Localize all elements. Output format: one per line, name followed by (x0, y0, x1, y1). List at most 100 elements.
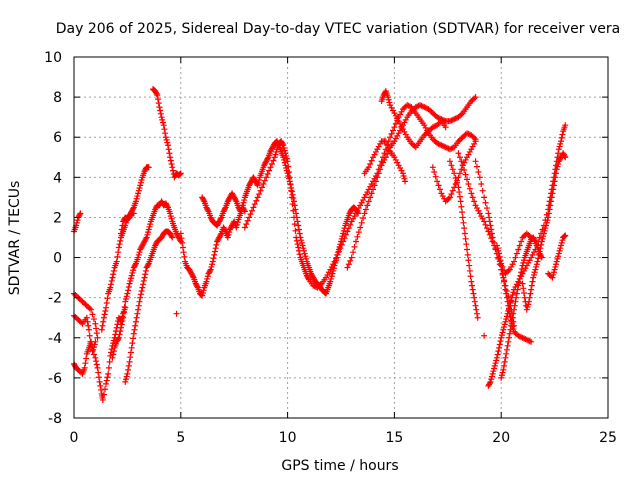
data-point (118, 226, 125, 233)
data-point (554, 163, 561, 170)
data-point (558, 242, 565, 249)
data-point (402, 178, 409, 185)
data-point (526, 294, 533, 301)
data-point (481, 194, 488, 201)
data-point (344, 228, 351, 235)
data-point (288, 187, 295, 194)
data-point (345, 261, 352, 268)
data-point (101, 386, 108, 393)
data-point (291, 214, 298, 221)
data-point (91, 341, 98, 348)
data-point (465, 181, 472, 188)
data-point (384, 141, 391, 148)
data-point (95, 369, 102, 376)
data-point (109, 274, 116, 281)
data-point (533, 263, 540, 270)
data-point (455, 184, 462, 191)
data-point (133, 195, 140, 202)
data-point (168, 215, 175, 222)
data-point (534, 258, 541, 265)
data-point (368, 190, 375, 197)
data-point (232, 197, 239, 204)
data-point (127, 275, 134, 282)
data-point (267, 164, 274, 171)
data-point (166, 150, 173, 157)
data-point (145, 229, 152, 236)
data-point (145, 261, 152, 268)
data-point (94, 334, 101, 341)
data-point (161, 126, 168, 133)
data-point (100, 318, 107, 325)
data-point (432, 173, 439, 180)
data-point (535, 255, 542, 262)
data-point (473, 163, 480, 170)
data-point (559, 237, 566, 244)
data-point (136, 249, 143, 256)
data-point (456, 189, 463, 196)
data-point (280, 154, 287, 161)
data-point (497, 257, 504, 264)
data-point (127, 349, 134, 356)
data-point (528, 286, 535, 293)
data-point (168, 160, 175, 167)
data-point (165, 146, 172, 153)
data-point (507, 300, 514, 307)
data-point (469, 282, 476, 289)
data-point (135, 302, 142, 309)
data-point (538, 241, 545, 248)
data-point (482, 221, 489, 228)
data-point (89, 311, 96, 318)
data-point (282, 150, 289, 157)
data-point (139, 284, 146, 291)
data-point (168, 233, 175, 240)
data-point (126, 280, 133, 287)
data-point (115, 336, 122, 343)
chart-title: Day 206 of 2025, Sidereal Day-to-day VTE… (56, 21, 620, 37)
data-point (123, 293, 130, 300)
data-point (130, 267, 137, 274)
data-point (503, 287, 510, 294)
data-point (491, 239, 498, 246)
data-point (88, 306, 95, 313)
data-point (506, 305, 513, 312)
data-point (473, 306, 480, 313)
data-point (538, 254, 545, 261)
data-point (345, 225, 352, 232)
data-point (499, 329, 506, 336)
data-point (487, 378, 494, 385)
data-point (211, 251, 218, 258)
x-tick-label: 20 (492, 430, 510, 446)
y-tick-label: -6 (48, 371, 62, 387)
data-point (295, 226, 302, 233)
data-point (505, 293, 512, 300)
data-point (464, 246, 471, 253)
data-point (347, 221, 354, 228)
data-point (226, 229, 233, 236)
data-point (101, 311, 108, 318)
data-point (530, 274, 537, 281)
data-point (517, 272, 524, 279)
data-point (358, 219, 365, 226)
data-point (377, 166, 384, 173)
data-point (513, 294, 520, 301)
data-point (464, 176, 471, 183)
data-point (117, 328, 124, 335)
data-point (382, 138, 389, 145)
data-point (135, 187, 142, 194)
data-point (529, 278, 536, 285)
data-point (90, 316, 97, 323)
data-point (264, 155, 271, 162)
data-point (355, 229, 362, 236)
data-point (456, 170, 463, 177)
x-tick-label: 5 (176, 430, 185, 446)
series-track-u (481, 332, 488, 339)
data-point (256, 191, 263, 198)
data-point (503, 313, 510, 320)
data-point (327, 278, 334, 285)
data-point (501, 277, 508, 284)
data-point (169, 164, 176, 171)
data-point (98, 386, 105, 393)
data-point (510, 289, 517, 296)
y-tick-label: 0 (53, 251, 62, 267)
data-point (446, 158, 453, 165)
